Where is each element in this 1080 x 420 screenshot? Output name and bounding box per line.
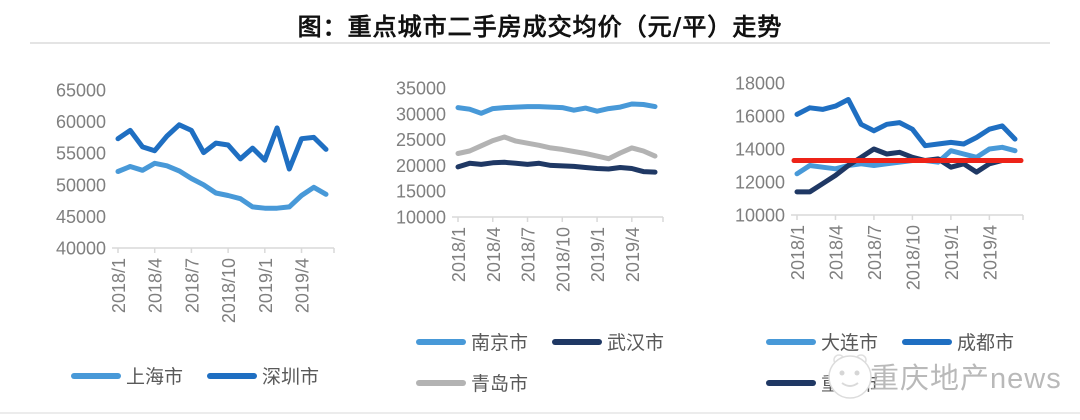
legend: 上海市 深圳市 [30,362,360,389]
x-axis-label: 2018/4 [826,225,846,280]
y-axis-label: 60000 [56,112,106,132]
x-axis-label: 2018/1 [109,258,129,313]
y-axis-label: 18000 [735,74,785,94]
series-line-1 [794,97,1018,149]
x-axis-label: 2019/1 [588,227,608,282]
legend-rows: 南京市 武汉市青岛市 [415,328,664,396]
title-divider [30,42,1050,44]
y-axis-label: 50000 [56,175,106,195]
series-line-2 [794,146,1018,195]
legend-swatch [765,338,816,345]
legend-label: 上海市 [125,367,183,388]
legend-item: 成都市 [902,328,1014,355]
legend-label: 大连市 [820,333,878,354]
y-axis-label: 45000 [56,207,106,227]
y-axis-label: 35000 [396,79,446,99]
y-axis-label: 65000 [56,81,106,101]
y-axis-label: 10000 [396,208,446,228]
y-axis-label: 14000 [735,140,785,160]
legend-swatch [207,372,257,379]
y-axis-label: 20000 [396,156,446,176]
y-axis-label: 40000 [56,239,106,259]
figure-title: 图：重点城市二手房成交均价（元/平）走势 [297,12,783,41]
chart-nanjing-wuhan-qingdao: 10000 15000 20000 25000 30000 35000 2018/1 2018… [390,60,690,410]
x-axis-label: 2019/1 [256,258,276,313]
y-axis-label: 25000 [396,130,446,150]
y-axis-label: 10000 [735,206,785,226]
legend-row: 上海市 深圳市 [70,362,319,389]
legend-item: 南京市 [415,328,528,355]
series-line-0 [115,160,329,211]
legend-label: 南京市 [470,333,528,354]
plot-area: 40000 45000 50000 55000 60000 65000 2018/1 2018… [56,81,335,323]
legend-item: 深圳市 [207,362,319,389]
legend-rows: 上海市 深圳市 [70,362,319,389]
y-axis-label: 55000 [56,144,106,164]
y-axis-label: 12000 [735,173,785,193]
chart-dalian-chengdu-chongqing: 10000 12000 14000 16000 18000 2018/1 2018/4 201… [720,60,1060,410]
chart-shanghai-shenzhen: 40000 45000 50000 55000 60000 65000 2018/1 2018… [30,60,360,410]
x-axis-label: 2018/7 [865,225,885,280]
legend-item: 上海市 [70,362,183,389]
x-axis-label: 2018/1 [449,227,469,282]
x-axis-label: 2019/4 [980,225,1000,280]
series-line-1 [115,122,329,172]
y-axis-label: 15000 [396,182,446,202]
plot-area: 10000 12000 14000 16000 18000 2018/1 2018/4 201… [735,74,1024,290]
series-line-1 [455,159,658,175]
legend-label: 青岛市 [470,374,528,395]
x-axis-label: 2018/4 [146,258,166,313]
legend-item: 大连市 [765,328,878,355]
legend-row: 青岛市 [415,369,528,396]
watermark: 重庆地产news [826,352,1062,400]
legend-item: 武汉市 [552,328,664,355]
x-axis-label: 2018/1 [788,225,808,280]
x-axis-label: 2018/10 [219,258,239,323]
legend-item: 青岛市 [415,369,528,396]
legend-swatch [415,379,466,386]
watermark-text: 重庆地产news [870,363,1062,395]
legend-label: 武汉市 [607,333,665,354]
x-axis-label: 2018/4 [484,227,504,282]
legend-label: 深圳市 [262,367,320,388]
x-axis-label: 2018/7 [519,227,539,282]
watermark-logo-icon [828,354,872,399]
x-axis-label: 2019/4 [293,258,313,313]
x-axis-label: 2019/1 [942,225,962,280]
bottom-divider [0,412,1080,414]
legend-swatch [765,379,816,386]
legend-row: 大连市 成都市 [765,328,1014,355]
series-line-2 [455,134,658,162]
y-axis-label: 16000 [735,107,785,127]
legend-swatch [415,338,466,345]
legend-swatch [70,372,121,379]
x-axis-label: 2018/10 [903,225,923,290]
x-axis-label: 2018/7 [182,258,202,313]
legend-row: 南京市 武汉市 [415,328,664,355]
y-axis-label: 30000 [396,104,446,124]
x-axis-label: 2018/10 [553,227,573,292]
legend-swatch [902,338,952,345]
legend: 南京市 武汉市青岛市 [390,328,690,396]
x-axis-label: 2019/4 [623,227,643,282]
series-line-0 [455,101,658,116]
legend-swatch [552,338,602,345]
legend-label: 成都市 [957,333,1015,354]
plot-area: 10000 15000 20000 25000 30000 35000 2018/1 2018… [396,79,664,292]
